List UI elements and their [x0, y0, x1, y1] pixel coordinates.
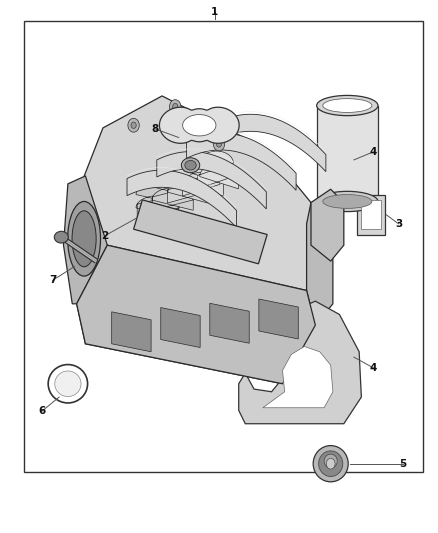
Polygon shape: [112, 312, 151, 352]
Ellipse shape: [317, 191, 378, 212]
Ellipse shape: [55, 371, 81, 397]
Ellipse shape: [48, 365, 88, 403]
Polygon shape: [157, 151, 266, 209]
Polygon shape: [198, 151, 239, 189]
Polygon shape: [161, 308, 200, 348]
Polygon shape: [159, 107, 239, 143]
Text: 2: 2: [102, 231, 109, 240]
Polygon shape: [136, 182, 180, 217]
Polygon shape: [83, 96, 320, 290]
Bar: [317, 106, 378, 201]
Polygon shape: [216, 114, 326, 172]
Ellipse shape: [324, 454, 337, 468]
Polygon shape: [307, 203, 333, 325]
Polygon shape: [239, 301, 361, 424]
Text: 4: 4: [370, 147, 377, 157]
Text: 5: 5: [399, 459, 406, 469]
Text: 4: 4: [370, 363, 377, 373]
Polygon shape: [167, 167, 208, 203]
Bar: [357, 195, 385, 235]
Ellipse shape: [67, 201, 101, 276]
Text: 1: 1: [211, 7, 218, 17]
Ellipse shape: [318, 451, 343, 477]
Text: 8: 8: [152, 124, 159, 134]
Circle shape: [131, 122, 136, 128]
Ellipse shape: [317, 95, 378, 116]
Bar: [361, 200, 381, 229]
Ellipse shape: [185, 160, 196, 170]
Polygon shape: [77, 245, 315, 384]
Polygon shape: [311, 189, 344, 261]
Polygon shape: [127, 170, 237, 228]
Ellipse shape: [54, 231, 68, 243]
Text: 3: 3: [395, 219, 402, 229]
Polygon shape: [152, 175, 193, 211]
Ellipse shape: [313, 446, 348, 482]
Polygon shape: [134, 200, 267, 264]
Circle shape: [173, 103, 178, 110]
Circle shape: [216, 141, 222, 147]
Text: 6: 6: [38, 407, 45, 416]
Polygon shape: [77, 245, 315, 384]
Polygon shape: [183, 115, 216, 136]
Circle shape: [128, 118, 139, 132]
Bar: [24, 21, 423, 472]
Polygon shape: [259, 299, 298, 339]
Polygon shape: [187, 133, 296, 190]
Circle shape: [213, 137, 225, 151]
Polygon shape: [210, 303, 249, 343]
Ellipse shape: [181, 158, 200, 173]
Polygon shape: [263, 346, 333, 408]
Text: 7: 7: [49, 276, 56, 285]
Ellipse shape: [323, 99, 372, 112]
Ellipse shape: [323, 195, 372, 208]
Polygon shape: [183, 159, 223, 196]
Ellipse shape: [72, 211, 96, 266]
Circle shape: [170, 100, 181, 114]
Polygon shape: [64, 176, 107, 304]
Circle shape: [326, 458, 335, 469]
